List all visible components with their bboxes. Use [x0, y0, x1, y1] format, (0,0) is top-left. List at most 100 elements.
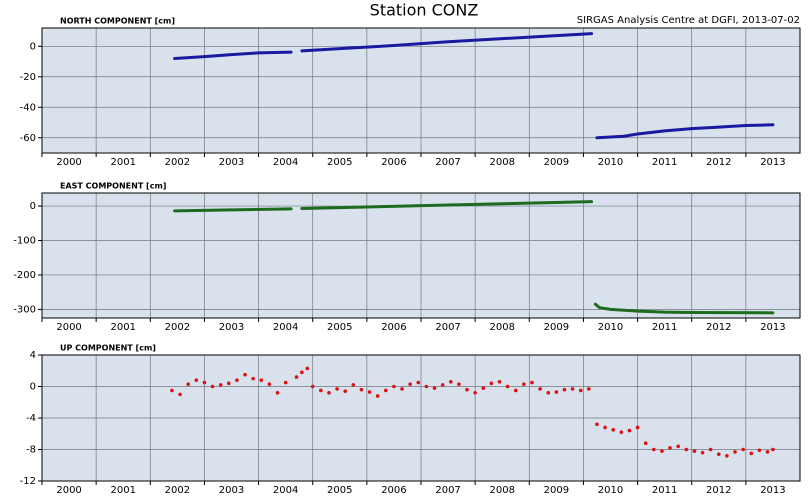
x-tick-label: 2007 — [435, 322, 460, 333]
data-point — [251, 376, 255, 381]
y-tick-label: -12 — [20, 476, 36, 487]
x-tick-label: 2001 — [110, 485, 135, 496]
y-tick-label: -100 — [13, 236, 36, 247]
data-point — [335, 387, 339, 391]
data-point — [676, 444, 680, 449]
data-point — [611, 428, 616, 432]
data-point — [692, 449, 697, 453]
data-point — [275, 391, 280, 395]
data-point — [218, 383, 223, 387]
x-tick-label: 2012 — [706, 485, 731, 496]
data-point — [716, 452, 721, 457]
data-point — [619, 430, 624, 434]
data-point — [554, 390, 559, 394]
data-point — [259, 378, 264, 383]
data-point — [294, 375, 299, 379]
x-tick-label: 2004 — [273, 322, 298, 333]
x-tick-label: 2012 — [706, 157, 731, 168]
plot-frame — [41, 192, 801, 319]
data-point — [432, 386, 437, 390]
data-point — [448, 379, 453, 384]
x-tick-label: 2006 — [381, 485, 406, 496]
x-tick-label: 2010 — [598, 157, 623, 168]
data-point — [643, 441, 648, 446]
data-point — [457, 382, 461, 386]
x-tick-label: 2009 — [544, 157, 569, 168]
x-tick-label: 2000 — [56, 322, 81, 333]
data-point — [578, 388, 583, 393]
y-tick-label: 0 — [30, 41, 36, 52]
data-point — [384, 388, 388, 393]
data-point — [733, 450, 737, 454]
data-point — [725, 454, 729, 458]
x-tick-label: 2002 — [165, 485, 190, 496]
data-point — [522, 382, 526, 386]
x-tick-label: 2000 — [56, 485, 81, 496]
data-point — [283, 380, 288, 385]
data-point — [400, 387, 404, 391]
data-point — [300, 370, 304, 375]
data-point — [267, 382, 272, 386]
data-point — [424, 384, 429, 389]
data-point — [305, 366, 310, 371]
x-tick-label: 2002 — [165, 322, 190, 333]
data-point — [708, 447, 713, 452]
x-tick-label: 2013 — [760, 322, 785, 333]
y-tick-label: -20 — [20, 72, 36, 83]
y-tick-label: 4 — [30, 350, 36, 361]
x-tick-label: 2006 — [381, 157, 406, 168]
data-point — [465, 387, 469, 392]
x-tick-label: 2011 — [652, 322, 677, 333]
plot-frame — [41, 354, 801, 482]
y-tick-label: -200 — [13, 270, 36, 281]
x-tick-label: 2004 — [273, 485, 298, 496]
data-point — [627, 428, 632, 433]
data-point — [595, 422, 599, 427]
data-point — [235, 378, 239, 383]
x-tick-label: 2006 — [381, 322, 406, 333]
data-point — [741, 447, 745, 452]
data-point — [481, 386, 486, 390]
x-tick-label: 2008 — [489, 322, 514, 333]
x-tick-label: 2009 — [544, 322, 569, 333]
data-point — [327, 391, 331, 395]
x-tick-label: 2013 — [760, 485, 785, 496]
x-tick-label: 2004 — [273, 157, 298, 168]
data-point — [392, 384, 396, 389]
data-point — [343, 389, 348, 394]
x-tick-label: 2011 — [652, 485, 677, 496]
data-point — [765, 450, 770, 454]
data-point — [226, 381, 231, 386]
y-tick-label: 0 — [30, 382, 36, 393]
data-point — [570, 387, 575, 391]
x-tick-label: 2003 — [219, 485, 244, 496]
panel-title: EAST COMPONENT [cm] — [60, 182, 166, 191]
data-point — [668, 446, 672, 450]
y-tick-label: -4 — [26, 413, 36, 424]
data-line — [173, 32, 775, 140]
chart-title: Station CONZ — [370, 1, 479, 20]
x-tick-label: 2002 — [165, 157, 190, 168]
x-tick-label: 2005 — [327, 157, 352, 168]
data-point — [538, 387, 542, 391]
data-point — [749, 451, 754, 456]
data-point — [351, 383, 356, 387]
x-tick-label: 2008 — [489, 485, 514, 496]
data-point — [635, 425, 640, 430]
data-point — [497, 379, 502, 384]
data-point — [186, 382, 190, 386]
x-tick-label: 2013 — [760, 157, 785, 168]
data-point — [243, 372, 247, 377]
plot-frame — [41, 27, 801, 154]
data-point — [170, 388, 174, 393]
data-point — [587, 387, 591, 391]
data-point — [489, 381, 494, 386]
data-point — [700, 450, 705, 455]
y-tick-label: -8 — [26, 445, 36, 456]
data-point — [310, 384, 315, 389]
data-point — [562, 387, 567, 392]
data-point — [367, 390, 372, 394]
x-tick-label: 2003 — [219, 157, 244, 168]
x-tick-label: 2011 — [652, 157, 677, 168]
